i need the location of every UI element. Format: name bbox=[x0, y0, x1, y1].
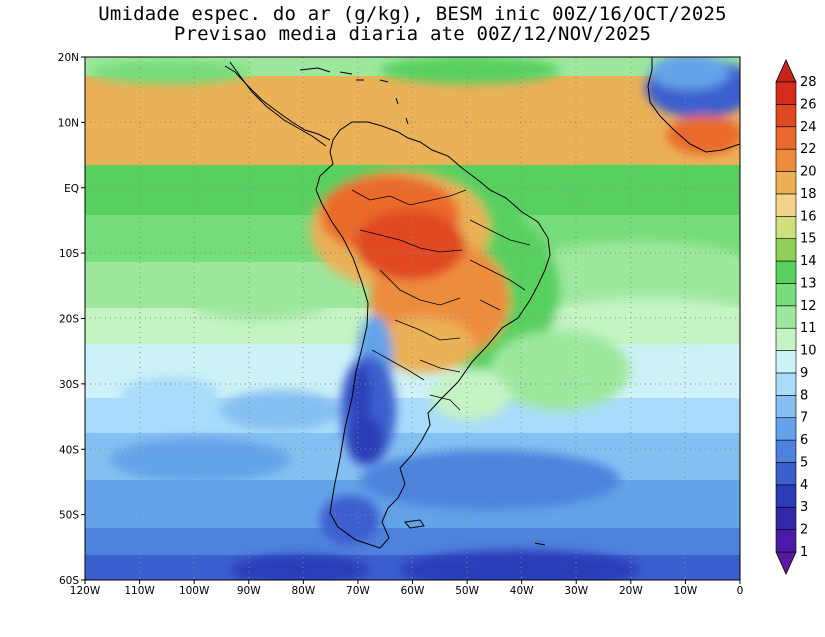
colorbar-segment bbox=[775, 81, 797, 105]
colorbar-bottom-arrow bbox=[775, 551, 797, 575]
humidity-field bbox=[85, 57, 740, 580]
colorbar-segment bbox=[775, 104, 797, 128]
colorbar-segment bbox=[775, 215, 797, 239]
colorbar-segment bbox=[775, 417, 797, 441]
lon-tick-label: 120W bbox=[70, 585, 101, 597]
lon-tick-label: 110W bbox=[124, 585, 155, 597]
colorbar-segment bbox=[775, 260, 797, 284]
colorbar-segment bbox=[775, 506, 797, 530]
colorbar-segment bbox=[775, 305, 797, 329]
colorbar-label: 22 bbox=[800, 142, 817, 157]
lat-tick-label: 30S bbox=[59, 379, 79, 391]
colorbar-label: 16 bbox=[800, 209, 817, 224]
lat-tick-label: 50S bbox=[59, 510, 79, 522]
lon-tick-label: 100W bbox=[179, 585, 210, 597]
colorbar-segment bbox=[775, 439, 797, 463]
colorbar-label: 11 bbox=[800, 321, 817, 336]
colorbar-label: 28 bbox=[800, 75, 817, 90]
colorbar-segment bbox=[775, 126, 797, 150]
colorbar-label: 1 bbox=[800, 545, 808, 560]
colorbar-segment bbox=[775, 238, 797, 262]
colorbar-label: 5 bbox=[800, 455, 808, 470]
lat-tick-label: 20S bbox=[59, 314, 79, 326]
map-title-line2: Previsao media diaria ate 00Z/12/NOV/202… bbox=[173, 23, 652, 45]
lon-tick-label: 10W bbox=[674, 585, 698, 597]
colorbar-segment bbox=[775, 395, 797, 419]
lon-tick-label: 0 bbox=[737, 585, 744, 597]
colorbar-label: 18 bbox=[800, 187, 817, 202]
lon-tick-label: 50W bbox=[455, 585, 479, 597]
lon-tick-label: 80W bbox=[291, 585, 315, 597]
colorbar-label: 2 bbox=[800, 523, 808, 538]
south-georgia bbox=[534, 542, 546, 546]
colorbar-label: 20 bbox=[800, 165, 817, 180]
colorbar-label: 24 bbox=[800, 120, 817, 135]
central-america-coastline bbox=[224, 61, 331, 147]
colorbar-segment bbox=[775, 327, 797, 351]
lon-tick-label: 70W bbox=[346, 585, 370, 597]
colorbar-segment bbox=[775, 372, 797, 396]
lat-tick-label: EQ bbox=[64, 183, 79, 195]
colorbar-label: 7 bbox=[800, 411, 808, 426]
colorbar-segment bbox=[775, 148, 797, 172]
lat-tick-label: 10N bbox=[58, 117, 79, 129]
lon-tick-label: 40W bbox=[510, 585, 534, 597]
lat-tick-label: 10S bbox=[59, 248, 79, 260]
south-america-coastline bbox=[315, 121, 551, 549]
lat-tick-label: 40S bbox=[59, 444, 79, 456]
colorbar-label: 8 bbox=[800, 388, 808, 403]
falkland-islands bbox=[404, 519, 425, 529]
colorbar-segment bbox=[775, 283, 797, 307]
colorbar-label: 10 bbox=[800, 344, 817, 359]
lon-tick-label: 90W bbox=[237, 585, 261, 597]
colorbar-label: 3 bbox=[800, 500, 808, 515]
colorbar-label: 9 bbox=[800, 366, 808, 381]
lon-tick-label: 60W bbox=[401, 585, 425, 597]
colorbar-segment bbox=[775, 462, 797, 486]
colorbar-label: 4 bbox=[800, 478, 808, 493]
lon-tick-label: 20W bbox=[619, 585, 643, 597]
lon-tick-label: 30W bbox=[564, 585, 588, 597]
colorbar-label: 12 bbox=[800, 299, 817, 314]
colorbar-segment bbox=[775, 193, 797, 217]
map-title-line1: Umidade espec. do ar (g/kg), BESM inic 0… bbox=[98, 3, 727, 25]
lat-tick-label: 20N bbox=[58, 52, 79, 64]
colorbar-label: 26 bbox=[800, 97, 817, 112]
colorbar-label: 6 bbox=[800, 433, 808, 448]
colorbar-segment bbox=[775, 350, 797, 374]
lat-tick-label: 60S bbox=[59, 575, 79, 587]
colorbar-segment bbox=[775, 529, 797, 553]
colorbar-label: 15 bbox=[800, 232, 817, 247]
colorbar-label: 13 bbox=[800, 276, 817, 291]
colorbar-segment bbox=[775, 171, 797, 195]
africa-coastline bbox=[647, 57, 740, 153]
country-borders bbox=[351, 189, 531, 411]
caribbean-islands bbox=[299, 67, 409, 125]
colorbar-label: 14 bbox=[800, 254, 817, 269]
colorbar-top-arrow bbox=[775, 59, 797, 83]
colorbar-segment bbox=[775, 484, 797, 508]
